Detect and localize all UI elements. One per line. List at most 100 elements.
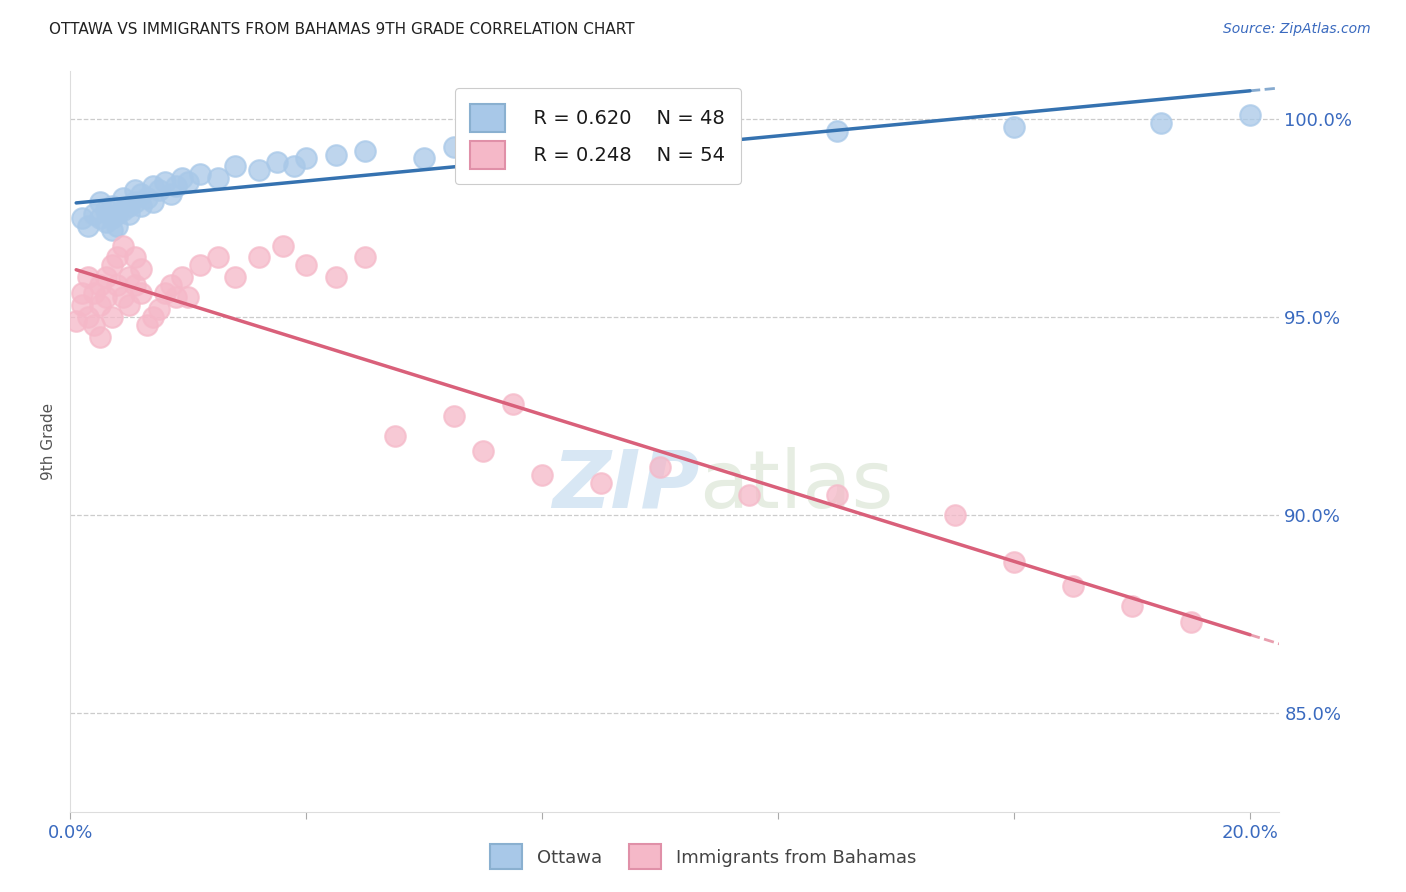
Point	[100, 211, 122, 225]
Point	[295, 152, 318, 166]
Point	[159, 278, 181, 293]
Point	[384, 428, 406, 442]
Point	[177, 290, 200, 304]
Point	[107, 278, 129, 293]
Point	[107, 251, 129, 265]
Point	[325, 147, 347, 161]
Point	[825, 124, 848, 138]
Point	[129, 187, 152, 202]
Point	[153, 286, 176, 301]
Point	[1062, 579, 1084, 593]
Point	[94, 202, 117, 217]
Point	[89, 298, 111, 312]
Point	[107, 219, 129, 233]
Point	[271, 238, 294, 252]
Point	[77, 270, 100, 285]
Point	[112, 238, 135, 252]
Y-axis label: 9th Grade: 9th Grade	[41, 403, 56, 480]
Point	[166, 179, 188, 194]
Point	[89, 278, 111, 293]
Point	[354, 144, 377, 158]
Point	[77, 219, 100, 233]
Point	[207, 171, 229, 186]
Point	[737, 488, 759, 502]
Point	[472, 444, 495, 458]
Point	[443, 139, 465, 153]
Point	[100, 199, 122, 213]
Point	[129, 286, 152, 301]
Point	[159, 187, 181, 202]
Point	[107, 207, 129, 221]
Point	[89, 211, 111, 225]
Point	[247, 251, 270, 265]
Point	[112, 191, 135, 205]
Point	[1002, 555, 1025, 569]
Legend:   R = 0.620    N = 48,   R = 0.248    N = 54: R = 0.620 N = 48, R = 0.248 N = 54	[456, 88, 741, 185]
Point	[325, 270, 347, 285]
Point	[65, 314, 87, 328]
Point	[591, 131, 613, 145]
Text: Source: ZipAtlas.com: Source: ZipAtlas.com	[1223, 22, 1371, 37]
Point	[118, 270, 141, 285]
Point	[112, 202, 135, 217]
Point	[650, 460, 672, 475]
Point	[172, 171, 194, 186]
Point	[129, 199, 152, 213]
Point	[70, 286, 93, 301]
Point	[100, 223, 122, 237]
Point	[100, 310, 122, 324]
Point	[94, 270, 117, 285]
Point	[118, 199, 141, 213]
Point	[172, 270, 194, 285]
Point	[295, 258, 318, 272]
Point	[124, 194, 146, 209]
Point	[77, 310, 100, 324]
Legend: Ottawa, Immigrants from Bahamas: Ottawa, Immigrants from Bahamas	[481, 835, 925, 879]
Point	[188, 258, 211, 272]
Point	[443, 409, 465, 423]
Point	[825, 488, 848, 502]
Point	[266, 155, 288, 169]
Point	[224, 270, 246, 285]
Point	[83, 286, 105, 301]
Point	[100, 258, 122, 272]
Point	[283, 160, 305, 174]
Point	[136, 191, 159, 205]
Point	[166, 290, 188, 304]
Point	[531, 468, 554, 483]
Point	[124, 278, 146, 293]
Point	[943, 508, 966, 522]
Point	[94, 290, 117, 304]
Point	[1121, 599, 1143, 613]
Point	[1002, 120, 1025, 134]
Text: atlas: atlas	[699, 447, 893, 525]
Point	[70, 211, 93, 225]
Point	[142, 194, 165, 209]
Point	[188, 167, 211, 181]
Point	[472, 144, 495, 158]
Point	[531, 136, 554, 150]
Point	[83, 207, 105, 221]
Point	[413, 152, 436, 166]
Point	[83, 318, 105, 332]
Point	[124, 183, 146, 197]
Point	[118, 207, 141, 221]
Point	[89, 194, 111, 209]
Point	[70, 298, 93, 312]
Point	[112, 290, 135, 304]
Point	[129, 262, 152, 277]
Point	[207, 251, 229, 265]
Point	[354, 251, 377, 265]
Point	[153, 175, 176, 189]
Point	[118, 298, 141, 312]
Point	[224, 160, 246, 174]
Point	[591, 476, 613, 491]
Point	[148, 183, 170, 197]
Point	[136, 318, 159, 332]
Point	[148, 301, 170, 316]
Point	[1239, 108, 1261, 122]
Point	[177, 175, 200, 189]
Point	[142, 310, 165, 324]
Point	[502, 397, 524, 411]
Point	[89, 329, 111, 343]
